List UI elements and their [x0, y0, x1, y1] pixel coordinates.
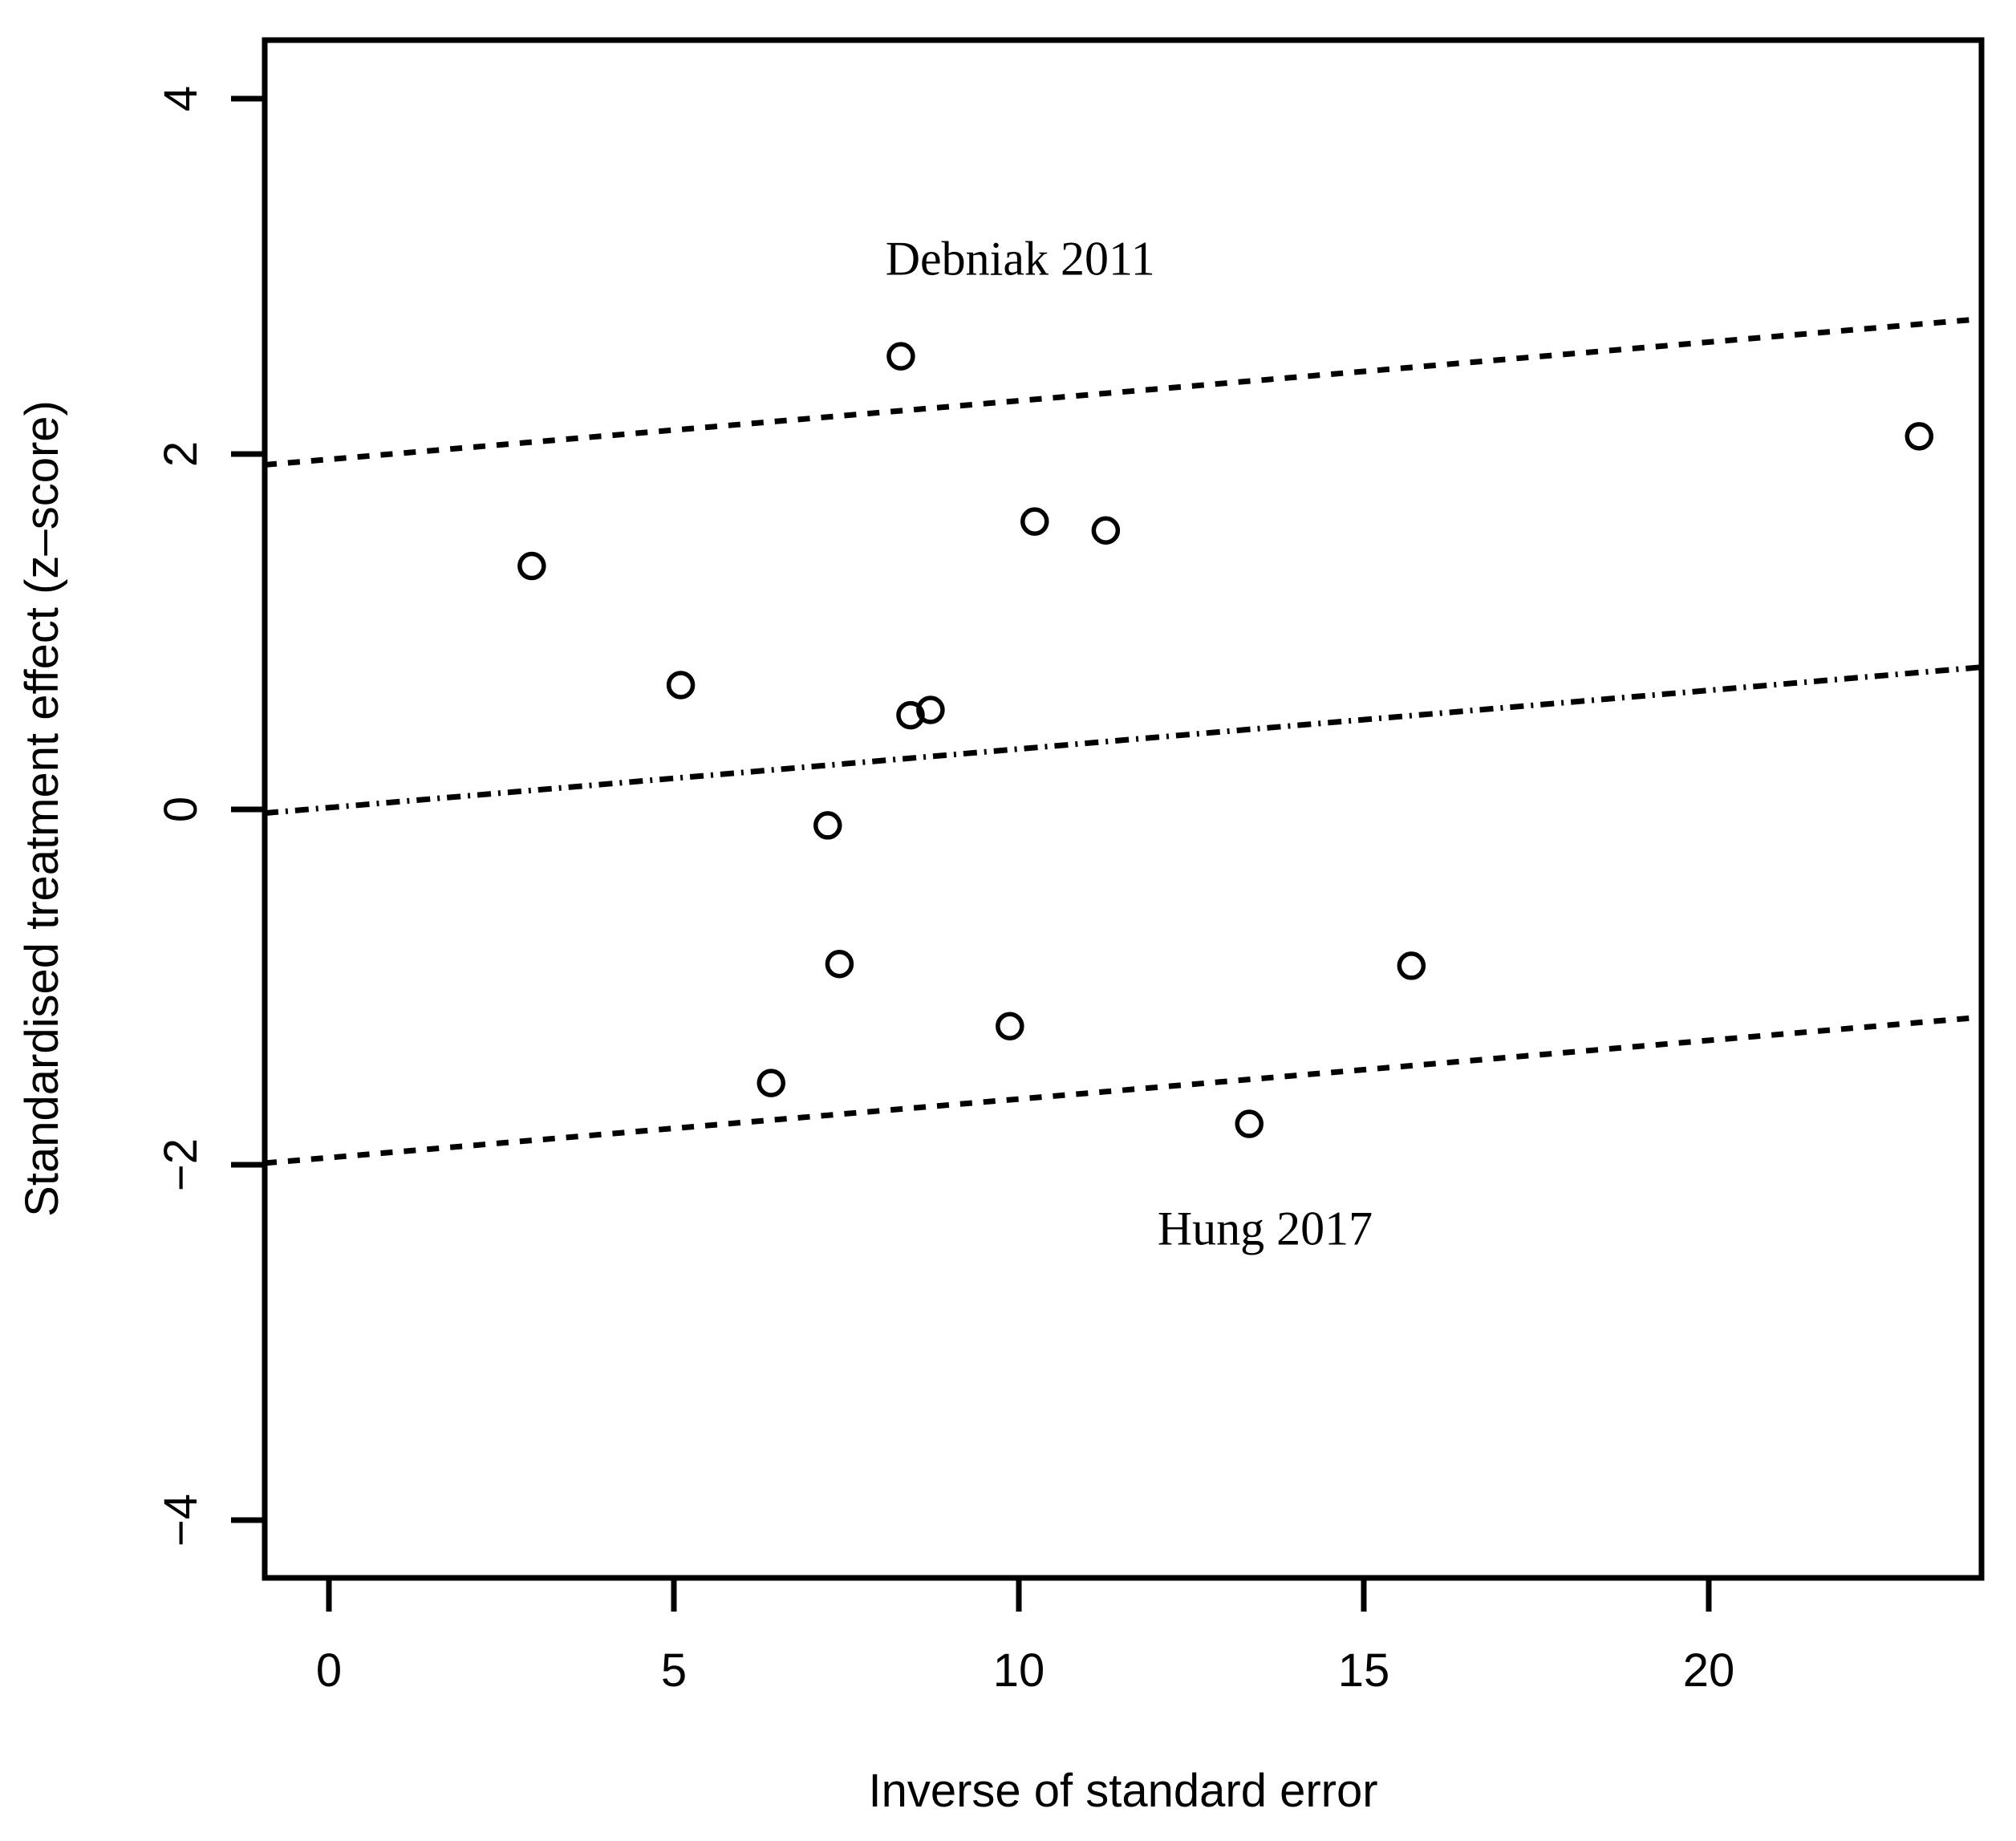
study-label: Debniak 2011 — [886, 232, 1155, 285]
y-tick-label: 2 — [155, 441, 207, 467]
data-point — [517, 551, 546, 581]
x-tick-label: 5 — [661, 1644, 687, 1697]
data-points-layer — [517, 342, 1934, 1138]
confidence-lines-layer — [264, 316, 1982, 1166]
x-axis-label: Inverse of standard error — [868, 1765, 1377, 1817]
data-point — [666, 671, 696, 699]
regression-line — [264, 664, 1982, 817]
y-tick-label: −4 — [155, 1494, 207, 1547]
data-point — [886, 342, 915, 371]
y-tick-label: 4 — [155, 86, 207, 112]
data-point — [1904, 422, 1934, 451]
data-point — [896, 700, 925, 730]
annotations-layer: Debniak 2011 Hung 2017 — [886, 232, 1373, 1255]
data-point — [1397, 951, 1426, 980]
y-tick-label: −2 — [155, 1138, 207, 1191]
data-point — [1020, 507, 1049, 536]
x-tick-label: 10 — [993, 1644, 1045, 1697]
data-point — [825, 949, 854, 979]
study-label: Hung 2017 — [1158, 1202, 1373, 1255]
y-tick-label: 0 — [155, 797, 207, 822]
x-ticks-layer: 0 5 10 15 20 — [316, 1578, 1734, 1697]
lower-95-ci-line — [264, 1014, 1982, 1166]
y-axis-label: Standardised treatment effect (z–score) — [16, 400, 68, 1217]
data-point — [1091, 516, 1121, 545]
x-tick-label: 15 — [1338, 1644, 1390, 1697]
x-axis: 0 5 10 15 20 Inverse of standard error — [316, 1578, 1734, 1817]
upper-95-ci-line — [264, 316, 1982, 468]
data-point — [916, 695, 945, 724]
data-point — [813, 811, 842, 840]
y-axis: 4 2 0 −2 −4 Standardised treatment effect (z… — [16, 86, 265, 1547]
data-point — [757, 1069, 786, 1097]
data-point — [1235, 1109, 1264, 1138]
x-tick-label: 0 — [316, 1644, 342, 1697]
x-tick-label: 20 — [1683, 1644, 1735, 1697]
y-ticks-layer: 4 2 0 −2 −4 — [155, 86, 265, 1547]
data-point — [996, 1012, 1024, 1040]
